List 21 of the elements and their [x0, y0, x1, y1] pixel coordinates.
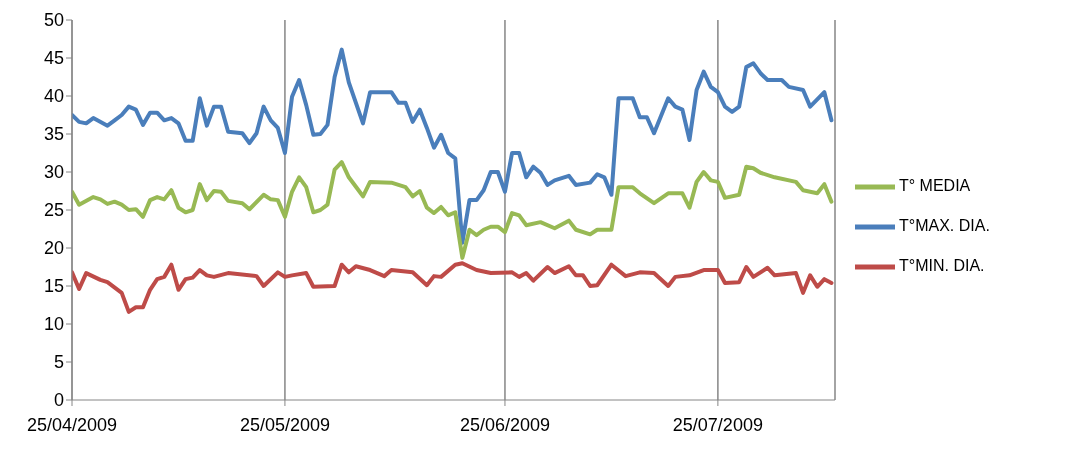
y-tick-label: 10 [43, 314, 64, 335]
line-series [72, 160, 834, 260]
x-tick-label: 25/04/2009 [26, 414, 118, 435]
y-tick-label: 35 [43, 124, 64, 145]
x-tick-label: 25/05/2009 [239, 414, 330, 435]
line-series [72, 47, 834, 245]
y-tick-label: 40 [43, 86, 64, 107]
y-tick-label: 50 [43, 10, 64, 31]
legend-label: T°MAX. DIA. [899, 217, 990, 235]
legend-label: T° MEDIA [899, 177, 971, 195]
x-tick-label: 25/07/2009 [672, 414, 763, 435]
y-tick-label: 30 [43, 162, 64, 183]
y-tick-label: 0 [53, 390, 64, 411]
legend-label: T°MIN. DIA. [899, 257, 985, 275]
y-tick-label: 20 [43, 238, 64, 259]
y-tick-label: 5 [53, 352, 64, 373]
line-series [72, 261, 834, 314]
y-tick-label: 45 [43, 48, 64, 69]
y-tick-label: 15 [43, 276, 64, 297]
y-tick-label: 25 [43, 200, 64, 221]
x-tick-label: 25/06/2009 [459, 414, 551, 435]
